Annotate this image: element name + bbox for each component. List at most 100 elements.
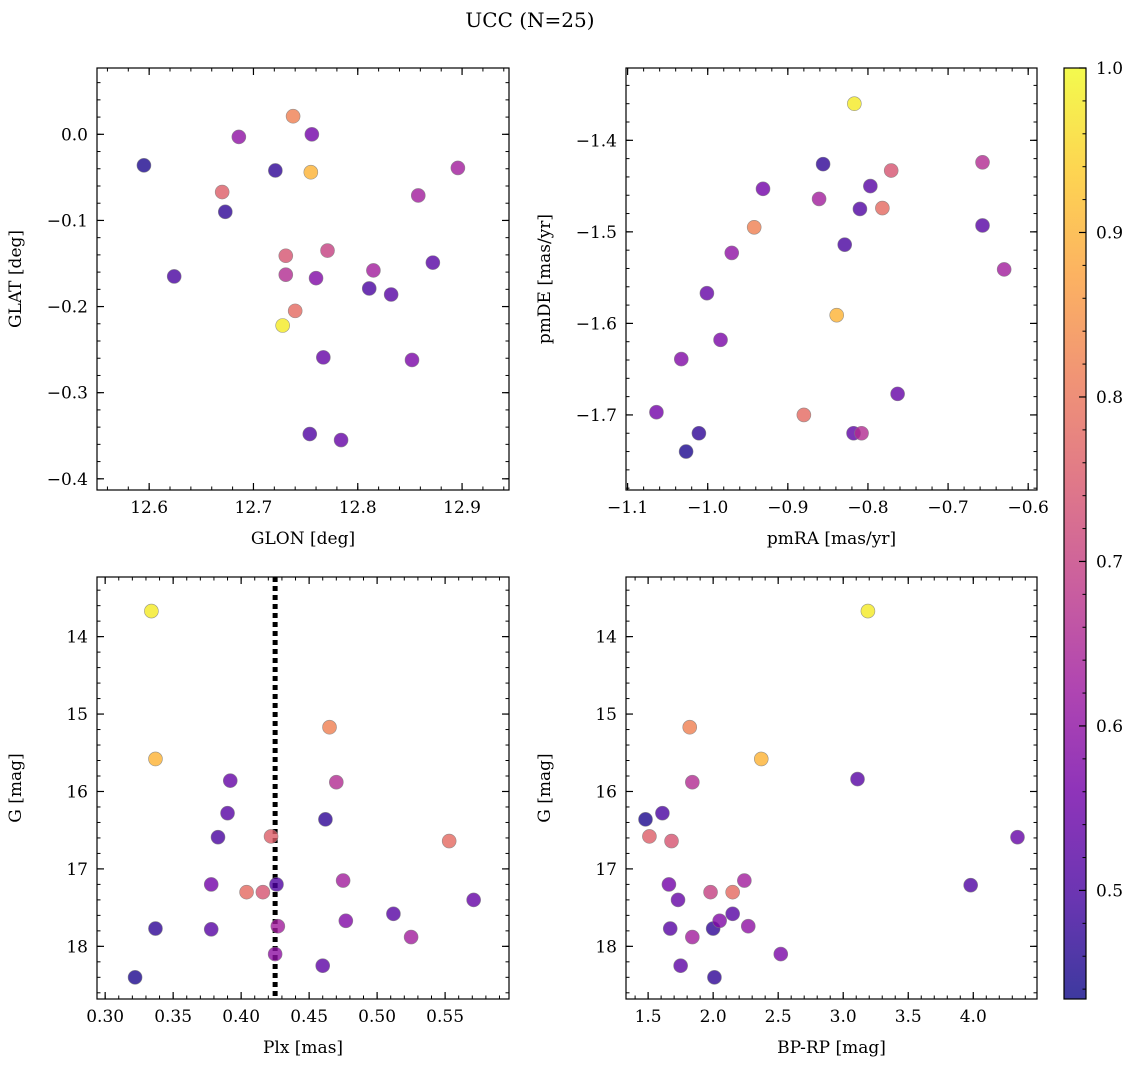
scatter-point: [441, 833, 457, 849]
y-tick-label: 15: [66, 705, 88, 725]
scatter-point: [699, 285, 715, 301]
scatter-point: [410, 188, 426, 203]
scatter-point: [854, 425, 869, 441]
scatter-point: [837, 237, 853, 252]
scatter-point: [673, 958, 688, 974]
scatter-point: [811, 191, 827, 207]
scatter-point: [863, 178, 878, 194]
y-tick-label: −0.4: [47, 470, 88, 490]
scatter-point: [220, 805, 235, 821]
scatter-point: [875, 200, 890, 216]
scatter-point: [302, 426, 318, 442]
scatter-point: [850, 771, 865, 787]
scatter-point: [685, 929, 700, 945]
scatter-point: [661, 877, 677, 892]
scatter-point: [662, 921, 678, 936]
scatter-point: [275, 318, 290, 333]
y-tick-label: −0.1: [47, 211, 88, 231]
scatter-point: [278, 248, 294, 264]
scatter-point: [222, 773, 238, 788]
x-axis-label: Plx [mas]: [263, 1038, 343, 1058]
x-tick-label: 2.0: [700, 1007, 727, 1027]
scatter-point: [217, 204, 233, 220]
x-axis-label: pmRA [mas/yr]: [767, 529, 896, 549]
scatter-point: [263, 829, 279, 844]
panel-plx-g: 0.30 0.35 0.40 0.45 0.50 0.55 14 15 16 17 18 Plx [m…: [6, 576, 510, 1058]
scatter-point: [796, 407, 812, 423]
y-tick-label: 18: [595, 937, 617, 957]
panel-pmra-pmde: −1.1 −1.0 −0.9 −0.8 −0.7 −0.6 −1.4 −1.5 −1.6 −1.7…: [535, 67, 1049, 549]
y-tick-label: 14: [595, 628, 617, 648]
scatter-point: [425, 255, 441, 270]
scatter-point: [304, 127, 320, 142]
panels: 12.6 12.7 12.8 12.9 0.0 −0.1 −0.2 −0.3 −0.4 GLON …: [6, 67, 1049, 1058]
scatter-point: [366, 263, 381, 278]
x-tick-label: 12.9: [443, 498, 481, 518]
y-tick-label: 0.0: [61, 125, 88, 145]
y-tick-label: −1.4: [576, 131, 617, 151]
scatter-point: [673, 351, 689, 367]
scatter-point: [724, 245, 740, 261]
colorbar-tick-label: 0.8: [1096, 388, 1123, 408]
scatter-point: [338, 913, 354, 929]
scatter-point: [127, 970, 143, 985]
colorbar-tick-label: 1.0: [1096, 59, 1123, 79]
scatter-point: [403, 929, 419, 945]
scatter-point: [450, 160, 466, 176]
x-tick-label: 3.5: [895, 1007, 922, 1027]
scatter-point: [963, 877, 978, 893]
colorbar: 0.5 0.6 0.7 0.8 0.9 1.0: [1063, 59, 1123, 1000]
scatter-point: [996, 262, 1012, 277]
scatter-point: [404, 352, 420, 368]
scatter-point: [285, 108, 301, 124]
x-tick-label: 0.40: [222, 1007, 260, 1027]
scatter-point: [315, 958, 331, 974]
scatter-point: [267, 946, 283, 962]
scatter-point: [664, 833, 679, 849]
scatter-point: [231, 129, 247, 145]
scatter-point: [755, 181, 771, 197]
scatter-point: [329, 774, 344, 790]
scatter-point: [239, 884, 254, 900]
x-tick-label: 12.6: [130, 498, 168, 518]
y-tick-label: −1.5: [576, 223, 617, 243]
colorbar-gradient: [1064, 68, 1086, 999]
scatter-point: [148, 921, 163, 936]
scatter-point: [746, 219, 762, 235]
scatter-point: [214, 184, 230, 200]
y-axis-label: pmDE [mas/yr]: [535, 214, 555, 344]
scatter-point: [670, 892, 686, 908]
scatter-point: [725, 906, 740, 922]
scatter-point: [678, 444, 694, 459]
x-tick-label: −1.0: [687, 498, 728, 518]
scatter-point: [713, 332, 728, 348]
scatter-point: [975, 154, 990, 170]
x-tick-label: 0.35: [154, 1007, 192, 1027]
y-tick-label: −1.6: [576, 314, 617, 334]
scatter-point: [655, 805, 670, 821]
scatter-point: [269, 877, 284, 892]
colorbar-frame: [1063, 67, 1087, 1000]
scatter-point: [707, 970, 722, 985]
scatter-point: [753, 751, 769, 767]
y-tick-label: 14: [66, 628, 88, 648]
scatter-point: [649, 404, 664, 420]
scatter-point: [1010, 829, 1025, 845]
scatter-point: [638, 812, 653, 827]
scatter-point: [890, 386, 905, 402]
y-tick-label: −0.3: [47, 384, 88, 404]
scatter-point: [316, 350, 331, 365]
colorbar-tick-label: 0.6: [1096, 717, 1123, 737]
scatter-point: [287, 303, 303, 319]
scatter-point: [386, 906, 401, 922]
scatter-point: [712, 913, 727, 929]
x-tick-label: −0.6: [1008, 498, 1049, 518]
x-tick-label: 2.5: [765, 1007, 792, 1027]
scatter-point: [815, 156, 831, 172]
y-tick-label: 18: [66, 937, 88, 957]
y-tick-label: 17: [66, 860, 88, 880]
scatter-point: [725, 884, 740, 900]
scatter-point: [320, 243, 335, 258]
x-tick-label: −0.8: [847, 498, 888, 518]
y-axis-label: G [mag]: [535, 753, 555, 822]
